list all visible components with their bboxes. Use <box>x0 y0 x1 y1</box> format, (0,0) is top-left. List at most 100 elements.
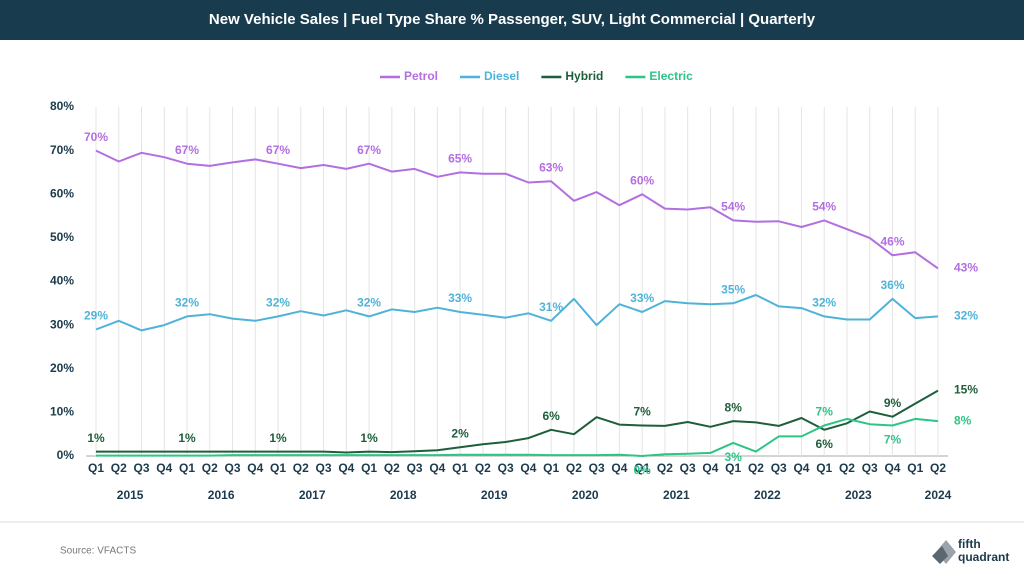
data-label: 32% <box>175 296 199 310</box>
x-tick-label: Q4 <box>793 461 809 475</box>
x-tick-label: Q1 <box>452 461 468 475</box>
x-tick-label: Q4 <box>429 461 445 475</box>
data-label: 6% <box>816 437 834 451</box>
data-label: 33% <box>448 291 472 305</box>
y-tick-label: 30% <box>50 317 74 331</box>
x-tick-label: Q1 <box>634 461 650 475</box>
legend-label: Diesel <box>484 69 519 83</box>
x-tick-label: Q3 <box>316 461 332 475</box>
year-label: 2020 <box>572 488 599 502</box>
data-label: 0% <box>633 463 651 477</box>
y-tick-label: 20% <box>50 361 74 375</box>
x-tick-label: Q2 <box>930 461 946 475</box>
data-label: 32% <box>812 296 836 310</box>
x-tick-label: Q2 <box>384 461 400 475</box>
x-tick-label: Q1 <box>907 461 923 475</box>
data-label: 8% <box>954 413 972 427</box>
logo-icon <box>932 546 948 564</box>
x-tick-label: Q2 <box>657 461 673 475</box>
x-tick-label: Q1 <box>88 461 104 475</box>
y-tick-label: 40% <box>50 274 74 288</box>
x-tick-label: Q3 <box>589 461 605 475</box>
data-label: 8% <box>725 400 743 414</box>
data-label: 36% <box>880 278 904 292</box>
data-label: 43% <box>954 261 978 275</box>
data-label: 7% <box>633 405 651 419</box>
year-label: 2024 <box>925 488 952 502</box>
data-label: 54% <box>812 200 836 214</box>
data-label: 32% <box>266 296 290 310</box>
x-tick-label: Q2 <box>566 461 582 475</box>
year-label: 2022 <box>754 488 781 502</box>
x-tick-label: Q1 <box>270 461 286 475</box>
year-label: 2015 <box>117 488 144 502</box>
x-tick-label: Q4 <box>702 461 718 475</box>
data-label: 67% <box>357 143 381 157</box>
data-label: 15% <box>954 383 978 397</box>
x-tick-label: Q3 <box>407 461 423 475</box>
data-label: 7% <box>884 433 902 447</box>
source: Source: VFACTS <box>60 546 136 557</box>
y-tick-label: 80% <box>50 99 74 113</box>
legend-label: Petrol <box>404 69 438 83</box>
x-tick-label: Q2 <box>839 461 855 475</box>
x-tick-label: Q1 <box>725 461 741 475</box>
y-tick-label: 50% <box>50 230 74 244</box>
series-line <box>95 149 939 270</box>
x-tick-label: Q4 <box>338 461 354 475</box>
year-label: 2021 <box>663 488 690 502</box>
x-tick-label: Q1 <box>179 461 195 475</box>
data-label: 1% <box>269 431 287 445</box>
x-tick-label: Q2 <box>293 461 309 475</box>
logo-text: quadrant <box>958 550 1009 564</box>
data-label: 9% <box>884 396 902 410</box>
data-label: 2% <box>451 426 469 440</box>
legend: Petrol Diesel Hybrid Electric <box>380 69 693 83</box>
y-tick-label: 10% <box>50 405 74 419</box>
data-label: 29% <box>84 309 108 323</box>
x-tick-label: Q1 <box>543 461 559 475</box>
series-line <box>96 417 939 457</box>
series-line <box>96 389 939 454</box>
data-label: 31% <box>539 300 563 314</box>
data-label: 32% <box>357 296 381 310</box>
x-tick-label: Q1 <box>816 461 832 475</box>
data-label: 1% <box>178 431 196 445</box>
x-tick-label: Q3 <box>225 461 241 475</box>
year-label: 2018 <box>390 488 417 502</box>
x-tick-label: Q4 <box>156 461 172 475</box>
year-label: 2017 <box>299 488 326 502</box>
data-label: 60% <box>630 173 654 187</box>
data-label: 35% <box>721 282 745 296</box>
x-tick-label: Q2 <box>111 461 127 475</box>
data-label: 70% <box>84 130 108 144</box>
x-tick-label: Q2 <box>202 461 218 475</box>
x-tick-label: Q4 <box>520 461 536 475</box>
year-label: 2016 <box>208 488 235 502</box>
x-tick-label: Q3 <box>680 461 696 475</box>
chart-title: New Vehicle Sales | Fuel Type Share % Pa… <box>209 11 816 28</box>
y-tick-label: 70% <box>50 143 74 157</box>
data-label: 33% <box>630 291 654 305</box>
data-label: 6% <box>542 409 560 423</box>
y-tick-label: 60% <box>50 186 74 200</box>
data-label: 3% <box>725 450 743 464</box>
x-tick-label: Q4 <box>247 461 263 475</box>
year-label: 2023 <box>845 488 872 502</box>
x-tick-label: Q3 <box>862 461 878 475</box>
x-tick-label: Q1 <box>361 461 377 475</box>
x-tick-label: Q3 <box>134 461 150 475</box>
logo: fifth quadrant <box>932 537 1009 564</box>
x-tick-label: Q4 <box>884 461 900 475</box>
data-label: 1% <box>87 431 105 445</box>
data-label: 46% <box>880 234 904 248</box>
data-label: 65% <box>448 152 472 166</box>
data-label: 1% <box>360 431 378 445</box>
x-tick-label: Q2 <box>748 461 764 475</box>
x-tick-label: Q3 <box>498 461 514 475</box>
data-label: 67% <box>266 143 290 157</box>
data-label: 54% <box>721 200 745 214</box>
data-label: 7% <box>816 405 834 419</box>
data-label: 67% <box>175 143 199 157</box>
